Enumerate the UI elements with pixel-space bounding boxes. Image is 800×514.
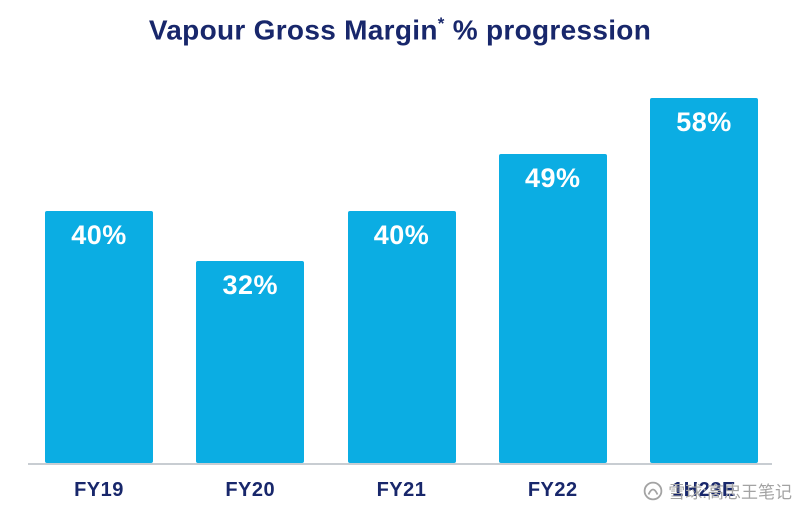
x-axis-labels: FY19 FY20 FY21 FY22 1H23E: [45, 479, 758, 502]
bar-value-label-FY22: 49%: [524, 163, 581, 193]
bar-FY22: 49%: [498, 154, 607, 463]
bar-1H23E: 58%: [650, 98, 758, 463]
x-axis-label-FY20: FY20: [225, 479, 276, 501]
x-axis-label-FY22: FY22: [527, 479, 578, 501]
plot-area: 40% 32% 40% 49% 58%: [45, 98, 758, 463]
chart-title: Vapour Gross Margin* % progression: [0, 14, 800, 46]
watermark: 雪球:高忠王笔记: [643, 478, 792, 503]
bar-value-label-FY19: 40%: [71, 220, 127, 250]
x-axis-label-FY21: FY21: [376, 479, 427, 501]
chart-title-rest: % progression: [444, 14, 652, 46]
x-axis-label-1H23E: 1H23E: [672, 479, 736, 501]
bar-value-label-1H23E: 58%: [676, 107, 732, 137]
watermark-text: 雪球:高忠王笔记: [668, 483, 792, 502]
bar-value-label-FY21: 40%: [373, 220, 430, 250]
x-axis-line: [28, 463, 772, 465]
bar-value-label-FY20: 32%: [222, 270, 279, 300]
bar-FY20: 32%: [196, 261, 305, 463]
chart-title-asterisk: *: [437, 14, 445, 33]
bar-FY21: 40%: [347, 211, 456, 463]
xueqiu-logo-icon: [643, 481, 663, 501]
chart-title-main: Vapour Gross Margin: [148, 14, 438, 46]
x-axis-label-FY19: FY19: [74, 479, 124, 501]
bar-FY19: 40%: [45, 211, 153, 463]
